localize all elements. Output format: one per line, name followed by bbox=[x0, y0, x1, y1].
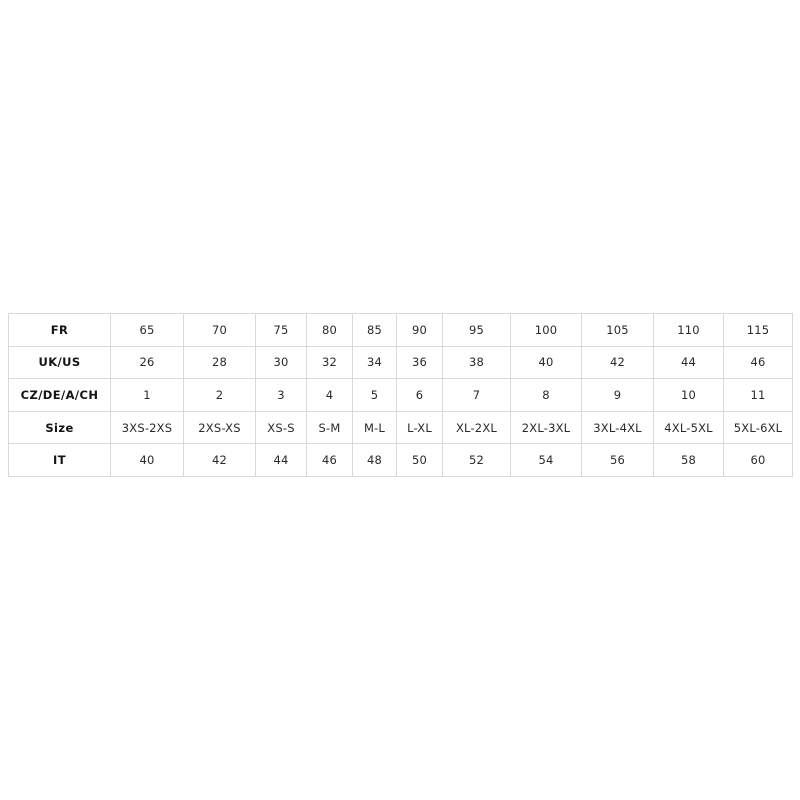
table-row: FR 65 70 75 80 85 90 95 100 105 110 115 bbox=[8, 313, 793, 347]
cell-fr-3: 75 bbox=[255, 313, 307, 347]
cell-it-7: 52 bbox=[442, 443, 511, 477]
table-row: UK/US 26 28 30 32 34 36 38 40 42 44 46 bbox=[8, 345, 793, 380]
cell-it-5: 48 bbox=[352, 443, 397, 477]
cell-it-8: 54 bbox=[510, 443, 582, 477]
cell-ukus-6: 36 bbox=[396, 345, 443, 380]
cell-size-11: 5XL-6XL bbox=[723, 410, 793, 445]
cell-it-9: 56 bbox=[581, 443, 654, 477]
cell-fr-7: 95 bbox=[442, 313, 511, 347]
cell-fr-11: 115 bbox=[723, 313, 793, 347]
cell-czdeach-9: 9 bbox=[581, 378, 654, 412]
row-label-fr: FR bbox=[8, 313, 111, 347]
cell-size-4: S-M bbox=[306, 410, 353, 445]
table-row: Size 3XS-2XS 2XS-XS XS-S S-M M-L L-XL XL… bbox=[8, 410, 793, 445]
cell-it-2: 42 bbox=[183, 443, 256, 477]
cell-fr-6: 90 bbox=[396, 313, 443, 347]
cell-ukus-1: 26 bbox=[110, 345, 184, 380]
cell-it-11: 60 bbox=[723, 443, 793, 477]
cell-ukus-7: 38 bbox=[442, 345, 511, 380]
size-conversion-table: FR 65 70 75 80 85 90 95 100 105 110 115 … bbox=[8, 313, 793, 477]
cell-ukus-9: 42 bbox=[581, 345, 654, 380]
cell-czdeach-7: 7 bbox=[442, 378, 511, 412]
cell-size-5: M-L bbox=[352, 410, 397, 445]
cell-fr-4: 80 bbox=[306, 313, 353, 347]
cell-size-8: 2XL-3XL bbox=[510, 410, 582, 445]
cell-size-6: L-XL bbox=[396, 410, 443, 445]
row-label-size: Size bbox=[8, 410, 111, 445]
cell-ukus-5: 34 bbox=[352, 345, 397, 380]
cell-ukus-4: 32 bbox=[306, 345, 353, 380]
cell-czdeach-1: 1 bbox=[110, 378, 184, 412]
cell-fr-10: 110 bbox=[653, 313, 724, 347]
cell-czdeach-8: 8 bbox=[510, 378, 582, 412]
cell-size-7: XL-2XL bbox=[442, 410, 511, 445]
cell-it-4: 46 bbox=[306, 443, 353, 477]
cell-size-9: 3XL-4XL bbox=[581, 410, 654, 445]
cell-fr-8: 100 bbox=[510, 313, 582, 347]
cell-ukus-11: 46 bbox=[723, 345, 793, 380]
cell-fr-1: 65 bbox=[110, 313, 184, 347]
row-label-cz-de-a-ch: CZ/DE/A/CH bbox=[8, 378, 111, 412]
table-row: IT 40 42 44 46 48 50 52 54 56 58 60 bbox=[8, 443, 793, 477]
row-label-it: IT bbox=[8, 443, 111, 477]
cell-it-10: 58 bbox=[653, 443, 724, 477]
cell-ukus-10: 44 bbox=[653, 345, 724, 380]
cell-czdeach-10: 10 bbox=[653, 378, 724, 412]
size-chart-body: FR 65 70 75 80 85 90 95 100 105 110 115 … bbox=[8, 313, 793, 477]
cell-czdeach-11: 11 bbox=[723, 378, 793, 412]
cell-ukus-8: 40 bbox=[510, 345, 582, 380]
cell-czdeach-3: 3 bbox=[255, 378, 307, 412]
cell-czdeach-2: 2 bbox=[183, 378, 256, 412]
table-row: CZ/DE/A/CH 1 2 3 4 5 6 7 8 9 10 11 bbox=[8, 378, 793, 412]
cell-it-1: 40 bbox=[110, 443, 184, 477]
cell-fr-2: 70 bbox=[183, 313, 256, 347]
cell-it-6: 50 bbox=[396, 443, 443, 477]
cell-fr-9: 105 bbox=[581, 313, 654, 347]
cell-ukus-2: 28 bbox=[183, 345, 256, 380]
size-chart-container: FR 65 70 75 80 85 90 95 100 105 110 115 … bbox=[8, 313, 793, 477]
cell-czdeach-4: 4 bbox=[306, 378, 353, 412]
cell-fr-5: 85 bbox=[352, 313, 397, 347]
cell-size-1: 3XS-2XS bbox=[110, 410, 184, 445]
cell-size-10: 4XL-5XL bbox=[653, 410, 724, 445]
cell-czdeach-5: 5 bbox=[352, 378, 397, 412]
cell-czdeach-6: 6 bbox=[396, 378, 443, 412]
cell-it-3: 44 bbox=[255, 443, 307, 477]
row-label-uk-us: UK/US bbox=[8, 345, 111, 380]
cell-ukus-3: 30 bbox=[255, 345, 307, 380]
cell-size-2: 2XS-XS bbox=[183, 410, 256, 445]
cell-size-3: XS-S bbox=[255, 410, 307, 445]
